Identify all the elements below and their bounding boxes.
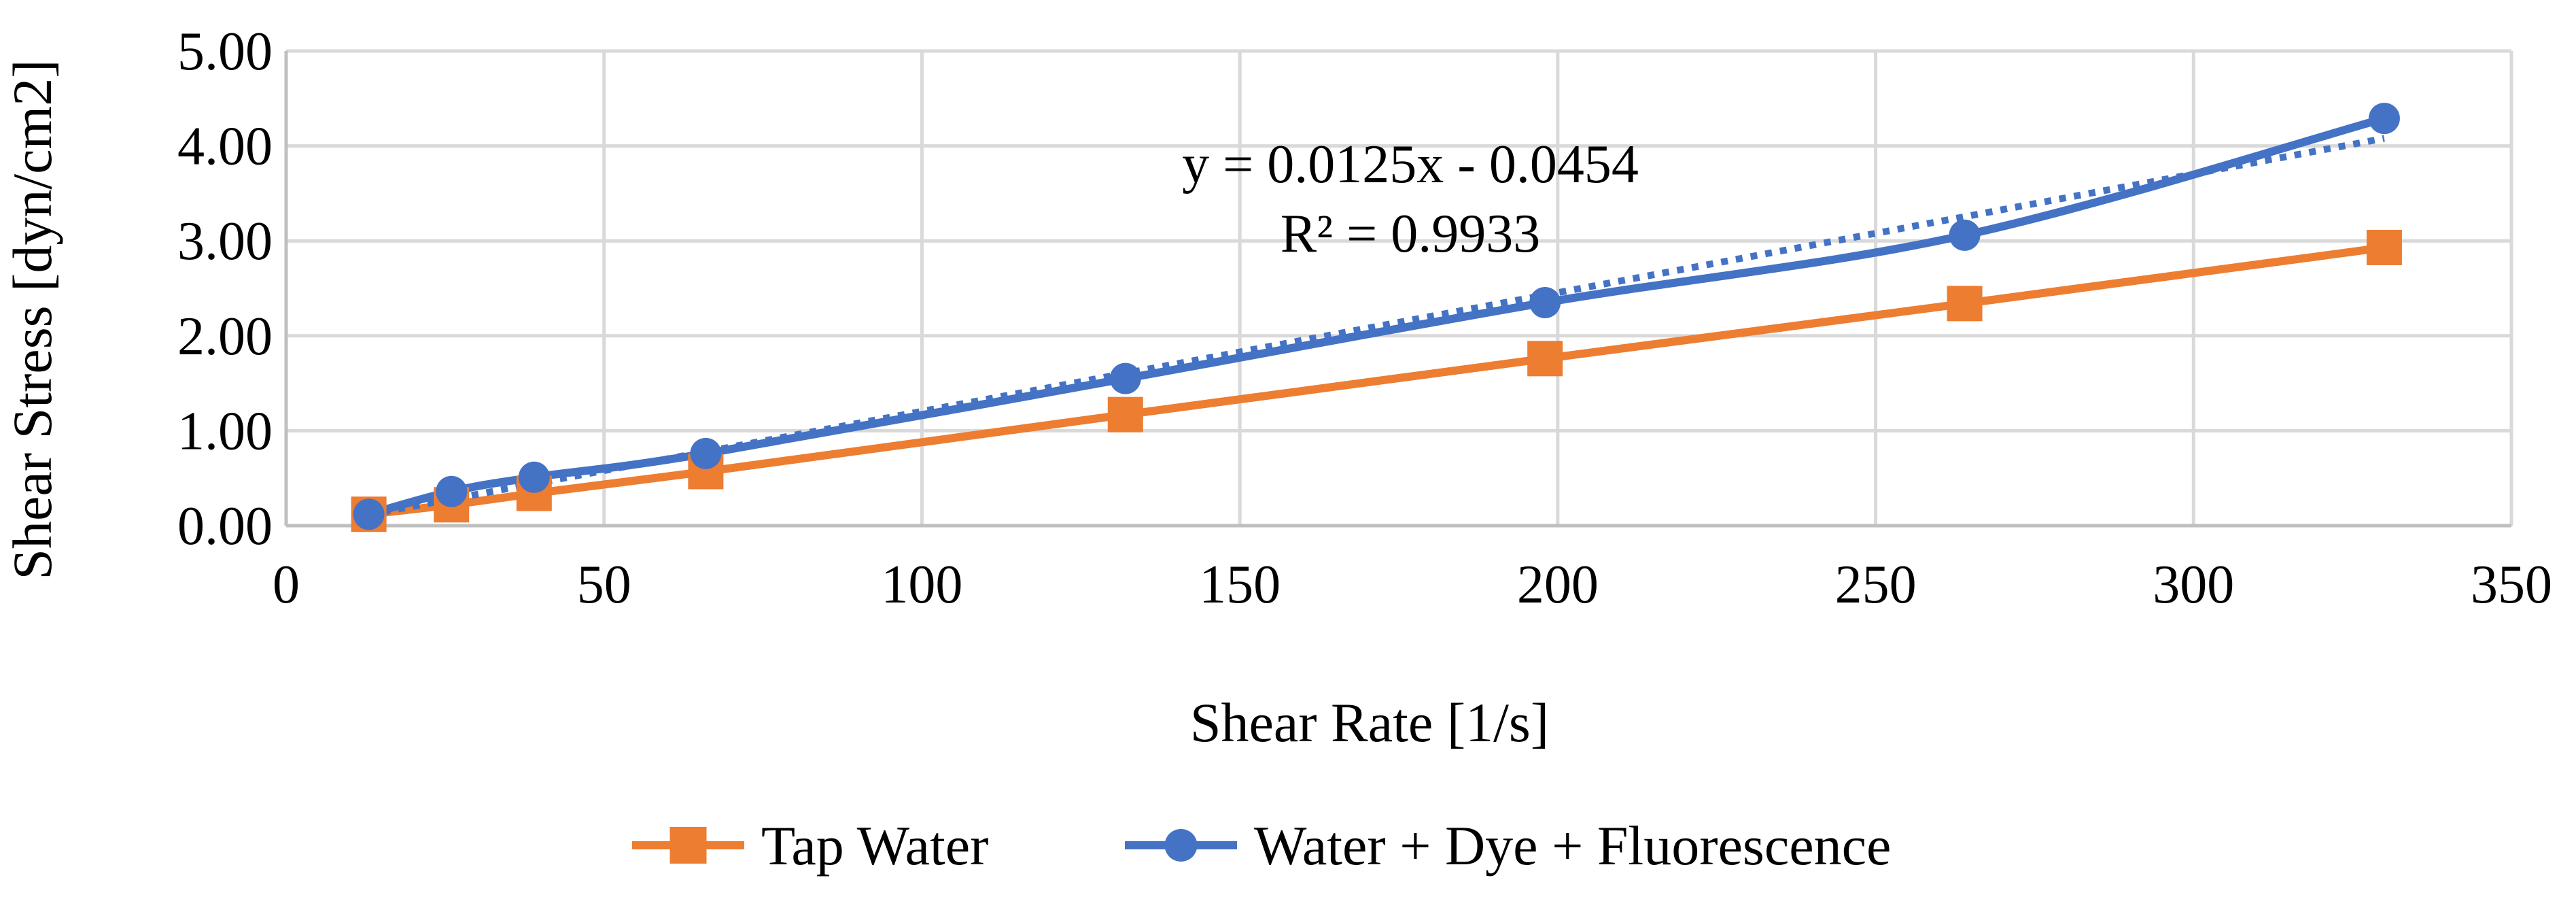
tap-water-point: [1947, 286, 1983, 322]
water-dye-fluorescence-point: [690, 437, 722, 469]
trendline-equation-label: y = 0.0125x - 0.0454: [1182, 135, 1639, 194]
tap-water-point: [1107, 396, 1143, 432]
x-tick-label: 0: [273, 555, 300, 615]
water-dye-fluorescence-point: [2368, 103, 2400, 135]
y-tick-label: 4.00: [177, 117, 273, 177]
y-tick-label: 0.00: [177, 496, 273, 556]
legend-label-tap-water: Tap Water: [761, 815, 989, 877]
series-line-tap-water: [368, 243, 2385, 519]
series-layer: [351, 103, 2402, 532]
x-tick-label: 350: [2471, 555, 2552, 615]
legend: Tap Water Water + Dye + Fluorescence: [632, 815, 1891, 877]
y-tick-label: 2.00: [177, 307, 273, 367]
legend-marker-square: [669, 827, 707, 864]
tap-water-point: [2366, 229, 2402, 265]
tap-water-point: [1527, 341, 1563, 377]
water-dye-fluorescence-point: [1949, 219, 1981, 251]
water-dye-fluorescence-point: [518, 461, 550, 493]
x-axis-title: Shear Rate [1/s]: [1190, 692, 1549, 753]
x-tick-label: 150: [1199, 555, 1281, 615]
trendline-r2-label: R² = 0.9933: [1281, 204, 1540, 264]
water-dye-fluorescence-point: [436, 475, 468, 507]
water-dye-fluorescence-point: [1109, 362, 1141, 394]
axis-layer: 0 50 100 150 200 250 300 350 0.00 1.00 2.00 3.00 4.0…: [177, 22, 2552, 615]
legend-marker-circle: [1164, 829, 1198, 862]
x-tick-label: 300: [2153, 555, 2234, 615]
x-tick-label: 100: [881, 555, 962, 615]
trendline: [368, 135, 2385, 518]
y-tick-label: 3.00: [177, 211, 273, 271]
legend-label-water-dye-fluorescence: Water + Dye + Fluorescence: [1254, 815, 1891, 877]
x-tick-label: 250: [1835, 555, 1917, 615]
y-axis-title: Shear Stress [dyn/cm2]: [1, 59, 63, 579]
x-tick-label: 200: [1517, 555, 1599, 615]
x-tick-label: 50: [577, 555, 631, 615]
y-tick-label: 5.00: [177, 22, 273, 82]
water-dye-fluorescence-point: [353, 498, 385, 530]
grid-layer: [286, 49, 2513, 526]
annotation-layer: y = 0.0125x - 0.0454 R² = 0.9933 Shear R…: [1, 59, 1639, 753]
water-dye-fluorescence-point: [1529, 286, 1561, 318]
y-tick-label: 1.00: [177, 401, 273, 461]
